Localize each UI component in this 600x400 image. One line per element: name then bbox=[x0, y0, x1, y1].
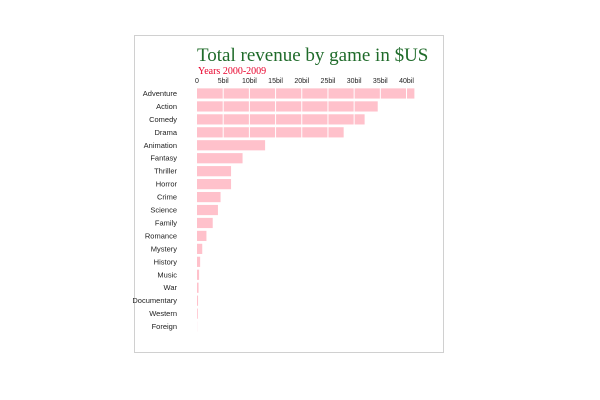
bar bbox=[197, 166, 232, 177]
x-axis-ticks: 0 5bil 10bil 15bil 20bil 25bil 30bil 35bil 40bil bbox=[195, 78, 414, 85]
bar bbox=[197, 269, 200, 280]
category-label: Crime bbox=[157, 193, 177, 202]
category-label: Animation bbox=[144, 141, 177, 150]
bar bbox=[197, 243, 203, 254]
x-tick-label: 40bil bbox=[399, 78, 414, 85]
category-label: Thriller bbox=[154, 167, 177, 176]
category-labels: Adventure Action Comedy Drama Animation Fanta… bbox=[132, 89, 177, 331]
category-label: War bbox=[164, 283, 178, 292]
category-label: Mystery bbox=[151, 244, 178, 253]
bar bbox=[197, 204, 218, 216]
bar bbox=[197, 179, 232, 190]
category-label: Comedy bbox=[149, 115, 177, 124]
category-label: Music bbox=[157, 270, 177, 279]
x-tick-label: 30bil bbox=[347, 78, 362, 85]
bar bbox=[197, 308, 198, 319]
bar bbox=[197, 140, 266, 151]
x-tick-label: 20bil bbox=[294, 78, 309, 85]
bar bbox=[197, 88, 415, 99]
chart-frame bbox=[134, 35, 444, 353]
bar bbox=[197, 256, 201, 267]
x-tick-label: 0 bbox=[195, 78, 199, 85]
category-label: Documentary bbox=[132, 296, 177, 305]
bar bbox=[197, 217, 213, 229]
category-label: Fantasy bbox=[150, 154, 177, 163]
chart-subtitle: Years 2000-2009 bbox=[198, 66, 266, 77]
category-label: Western bbox=[149, 309, 177, 318]
bar bbox=[197, 153, 243, 164]
x-tick-label: 35bil bbox=[373, 78, 388, 85]
x-tick-label: 5bil bbox=[218, 78, 229, 85]
category-label: Family bbox=[155, 218, 177, 227]
x-tick-label: 25bil bbox=[321, 78, 336, 85]
bar bbox=[197, 295, 199, 306]
category-label: Science bbox=[150, 206, 177, 215]
category-label: History bbox=[154, 257, 178, 266]
category-label: Horror bbox=[156, 180, 178, 189]
x-tick-label: 15bil bbox=[268, 78, 283, 85]
category-label: Action bbox=[156, 102, 177, 111]
bar bbox=[197, 127, 344, 138]
bar bbox=[197, 114, 365, 125]
bar bbox=[197, 282, 199, 293]
bar bbox=[197, 230, 207, 242]
chart-title: Total revenue by game in $US bbox=[197, 45, 428, 66]
x-tick-label: 10bil bbox=[242, 78, 257, 85]
bar bbox=[197, 191, 221, 203]
category-label: Adventure bbox=[143, 89, 177, 98]
bars bbox=[197, 88, 415, 332]
gridlines bbox=[222, 87, 408, 139]
category-label: Romance bbox=[145, 231, 177, 240]
category-label: Drama bbox=[154, 128, 177, 137]
category-label: Foreign bbox=[152, 322, 177, 331]
bar bbox=[197, 101, 378, 112]
